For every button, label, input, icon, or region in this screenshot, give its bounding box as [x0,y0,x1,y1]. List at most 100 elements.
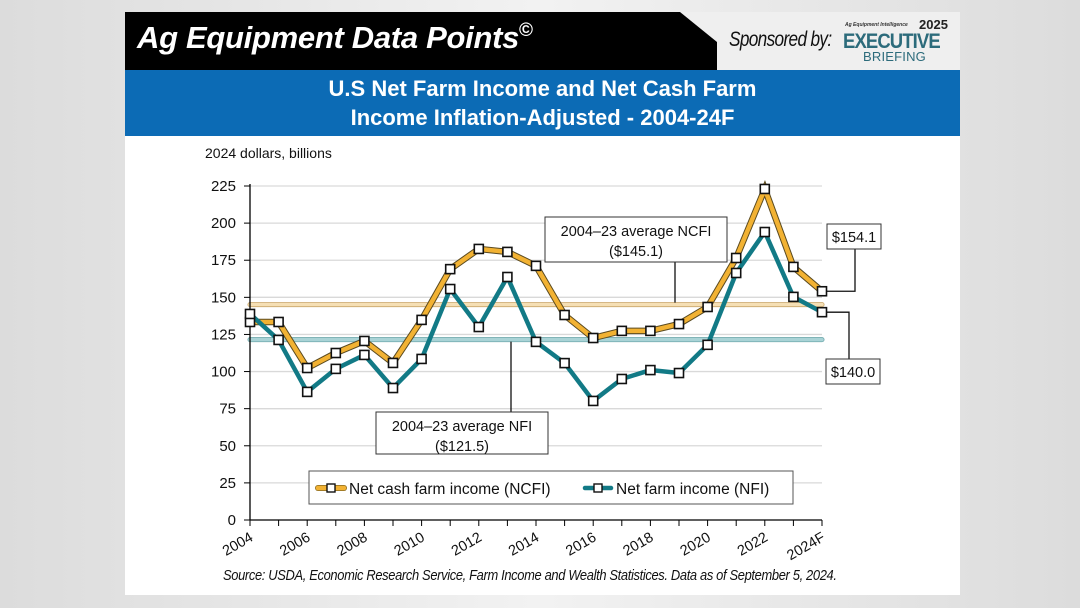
annotations: 2004–23 average NCFI($145.1)2004–23 aver… [375,216,882,455]
y-tick-label: 75 [219,401,236,418]
x-tick-label: 2020 [678,530,714,560]
nfi-point [673,367,685,379]
series-lines [244,180,828,407]
chart-title-line2: Income Inflation-Adjusted - 2004-24F [350,105,735,130]
nfi-end-label: $140.0 [831,365,875,381]
x-tick-label: 2010 [392,530,428,560]
x-tick-label: 2006 [277,530,313,560]
ncfi-end-leader [827,249,856,292]
nfi-point [502,271,513,283]
nfi-point [416,353,427,365]
x-tick-label: 2016 [563,530,599,560]
ncfi-point [301,362,313,374]
legend-label: Net farm income (NFI) [616,481,769,498]
ncfi-point [559,309,570,321]
nfi-average-callout-text: ($121.5) [435,439,489,455]
chart-title-line1: U.S Net Farm Income and Net Cash Farm [328,76,757,101]
nfi-point [559,357,570,369]
ncfi-point [730,252,742,264]
nfi-point [530,336,542,348]
nfi-end-box [825,358,881,385]
copyright-symbol: © [519,20,533,41]
y-tick-label: 100 [211,364,236,381]
nfi-point [387,382,399,394]
legend: Net cash farm income (NCFI) Net farm inco… [308,470,794,505]
sponsor-logo-line2: BRIEFING [863,49,926,64]
ncfi-end-label: $154.1 [832,230,876,246]
x-tick-label: 2004 [220,530,256,560]
ncfi-point [816,285,828,297]
x-tick-label: 2012 [449,530,485,560]
nfi-point [645,364,656,376]
brand-title-text: Ag Equipment Data Points [137,20,520,55]
y-tick-label: 225 [211,178,236,195]
x-tick-label: 2022 [735,530,771,560]
x-tick-label: 2024F [784,530,828,564]
brand-banner: Ag Equipment Data Points© [125,12,717,70]
legend-label: Net cash farm income (NCFI) [349,481,551,498]
chart-title-band: U.S Net Farm Income and Net Cash Farm In… [125,70,960,136]
ncfi-end-box [826,223,882,250]
ncfi-point [673,318,685,330]
ncfi-point [502,246,513,258]
legend-item-ncfi: Net cash farm income (NCFI) [315,481,551,498]
sponsor-logo-line1: EXECUTIVE [843,30,941,53]
y-tick-label: 50 [219,438,236,455]
ncfi-average-callout-box [544,216,728,263]
ncfi-point [616,325,628,337]
nfi-point [244,308,256,320]
legend-swatch-marker [326,483,336,493]
nfi-point [788,291,799,303]
nfi-point [273,334,284,346]
nfi-average-callout-box [375,411,549,455]
ncfi-point [587,332,599,344]
ncfi-point [359,335,370,347]
ncfi-point [330,347,342,359]
sponsor-logo: Ag Equipment Intelligence 2025 EXECUTIVE… [843,16,955,66]
y-tick-label: 125 [211,326,236,343]
ncfi-end-annotation: $154.1 [826,223,882,250]
sponsor-logo-tagline: Ag Equipment Intelligence [845,22,908,28]
ncfi-point [416,314,427,326]
nfi-end-leader [827,311,850,359]
ncfi-average-callout-text: ($145.1) [609,244,663,260]
ncfi-average-callout-text: 2004–23 average NCFI [561,224,712,240]
sponsor-logo-year: 2025 [919,17,948,32]
ncfi-point [444,263,456,275]
y-tick-label: 200 [211,215,236,232]
legend-item-nfi: Net farm income (NFI) [582,481,769,498]
nfi-point [816,306,828,318]
nfi-point [616,373,628,385]
x-tick-label: 2014 [506,530,542,560]
nfi-average-callout: 2004–23 average NFI ($121.5) [375,411,549,455]
ncfi-point [273,316,284,328]
legend-box [308,470,794,505]
nfi-point [730,267,742,279]
y-axis-units-label: 2024 dollars, billions [205,145,332,161]
ncfi-point [788,261,799,273]
ncfi-point [702,301,713,313]
nfi-point [587,395,599,407]
nfi-average-callout-text: 2004–23 average NFI [392,419,532,435]
nfi-point [473,321,485,333]
nfi-end-annotation: $140.0 [825,358,881,385]
ncfi-point [387,357,399,369]
y-tick-label: 0 [228,512,236,529]
sponsored-label: Sponsored by: [729,28,832,51]
nfi-point [359,349,370,361]
nfi-point [330,363,342,375]
nfi-point [702,339,713,351]
nfi-point [301,386,313,398]
brand-title: Ag Equipment Data Points© [137,20,533,56]
x-tick-label: 2018 [620,530,656,560]
ncfi-point [530,260,542,272]
y-tick-label: 150 [211,289,236,306]
legend-swatch-marker [593,483,603,493]
ncfi-point [473,243,485,255]
header-bar: Ag Equipment Data Points© Sponsored by: … [125,12,960,70]
ncfi-point [759,183,771,195]
ncfi-average-callout: 2004–23 average NCFI ($145.1) [544,216,728,263]
y-tick-label: 25 [219,475,236,492]
x-tick-label: 2008 [334,530,370,560]
